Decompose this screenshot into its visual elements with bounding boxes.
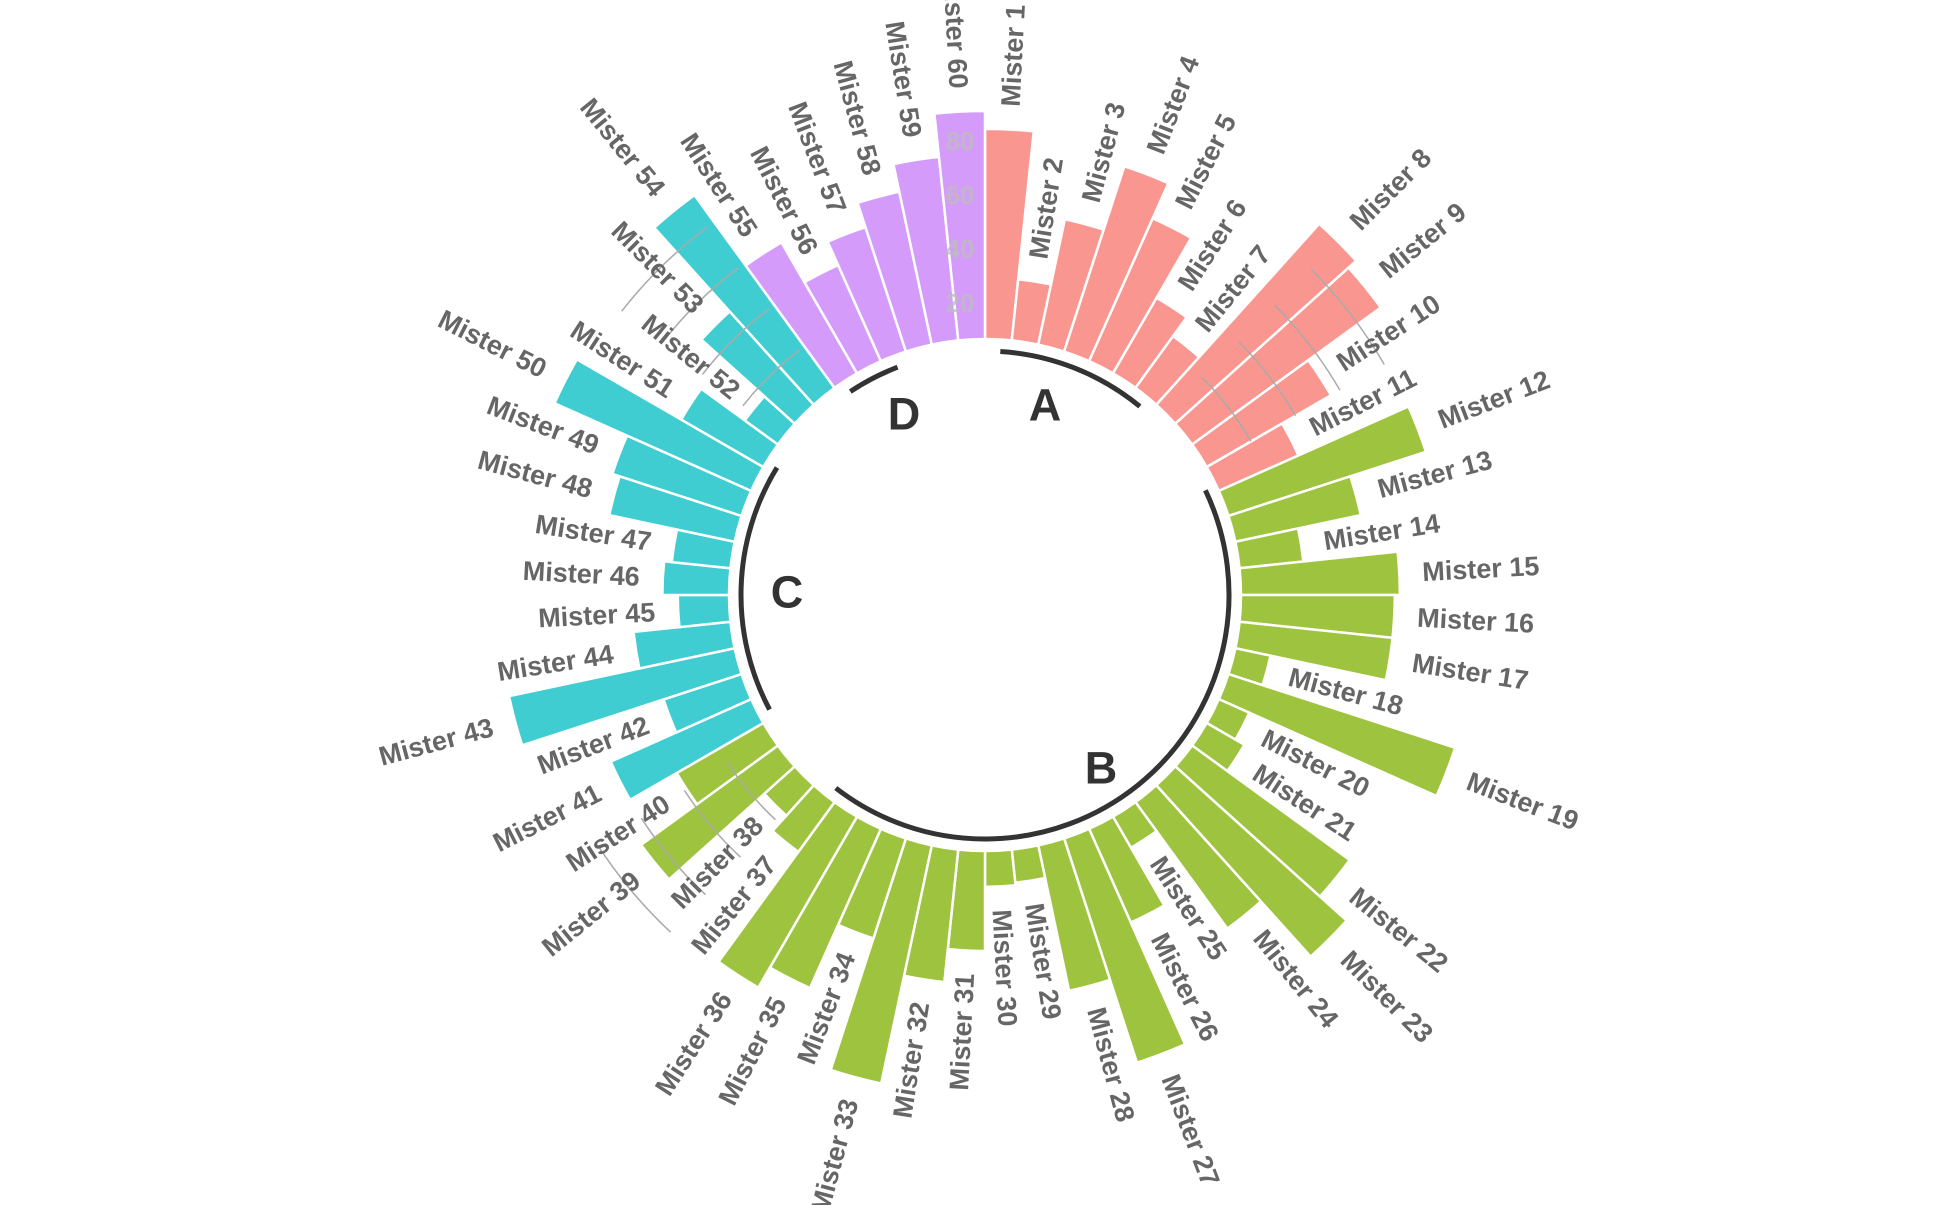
y-tick-label: 20 — [946, 288, 975, 318]
bar-mister-45 — [676, 593, 732, 629]
bar-mister-41 — [609, 697, 766, 802]
bar-label: Mister 58 — [828, 58, 887, 179]
grid-segment — [597, 845, 672, 933]
y-tick-labels: 20 40 60 80 — [946, 126, 975, 318]
bar-label: Mister 30 — [987, 909, 1023, 1027]
grid-segment — [640, 817, 707, 896]
bar-mister-28 — [1036, 836, 1112, 993]
grid-segments — [597, 226, 1385, 933]
bar-mister-51 — [679, 387, 780, 469]
y-tick-label: 80 — [946, 126, 975, 156]
bar-mister-29 — [1010, 843, 1047, 885]
bar-mister-30 — [983, 848, 1017, 889]
bar-label: Mister 43 — [376, 712, 497, 771]
grid-segment — [1274, 304, 1341, 391]
bar-mister-46 — [661, 559, 732, 597]
group-baseline-b — [834, 489, 1232, 842]
y-tick-label: 60 — [946, 180, 975, 210]
group-baseline-a — [1000, 348, 1142, 409]
bar-label: Mister 15 — [1422, 551, 1540, 587]
group-label-b: B — [1085, 743, 1118, 794]
bar-mister-10 — [1190, 358, 1333, 469]
bar-label: Mister 16 — [1416, 603, 1534, 639]
bar-label: Mister 54 — [574, 93, 671, 203]
bar-label: Mister 12 — [1434, 365, 1554, 435]
bar-label: Mister 59 — [879, 19, 927, 139]
bar-mister-39 — [639, 743, 797, 882]
bar-mister-5 — [1087, 216, 1193, 376]
grid-segment — [621, 226, 709, 312]
bar-label: Mister 1 — [996, 4, 1031, 107]
grid-segment — [661, 267, 739, 344]
bar-mister-4 — [1062, 164, 1170, 363]
bar-label: Mister 39 — [536, 865, 646, 962]
bar-label: Mister 45 — [537, 597, 655, 633]
bar-mister-24 — [1133, 783, 1263, 931]
bar-mister-43 — [507, 646, 744, 747]
bar-mister-9 — [1173, 265, 1383, 447]
group-baseline-d — [848, 364, 899, 394]
bar-mister-27 — [1062, 827, 1187, 1065]
bar-label: Mister 46 — [522, 556, 640, 592]
bar-mister-60 — [933, 109, 987, 342]
grid-segment — [1201, 377, 1252, 442]
bar-mister-55 — [743, 240, 859, 390]
bars — [507, 109, 1457, 1086]
bar-mister-15 — [1238, 550, 1402, 597]
bar-mister-13 — [1226, 474, 1363, 544]
bar-mister-12 — [1217, 404, 1428, 518]
bar-mister-36 — [716, 800, 859, 990]
bar-mister-33 — [829, 836, 934, 1086]
bar-mister-23 — [1154, 764, 1349, 959]
group-label-c: C — [771, 567, 804, 618]
grid-segment — [1237, 340, 1297, 417]
bar-label: Mister 50 — [433, 304, 551, 384]
group-label-d: D — [888, 389, 921, 440]
grid-segment — [726, 761, 776, 821]
bar-label: Mister 31 — [944, 973, 980, 1091]
y-tick-label: 40 — [946, 234, 975, 264]
bar-mister-44 — [632, 620, 737, 670]
bar-label: Mister 17 — [1410, 648, 1530, 696]
bar-mister-50 — [552, 357, 766, 493]
group-label-a: A — [1029, 380, 1062, 431]
bar-mister-17 — [1233, 620, 1394, 682]
bar-label: Mister 60 — [937, 0, 973, 89]
bar-mister-8 — [1154, 222, 1358, 426]
group-baselines: A B C D — [738, 348, 1232, 842]
group-baseline-c — [738, 466, 780, 711]
bar-label: Mister 27 — [1155, 1070, 1225, 1190]
grid-segment — [701, 308, 770, 375]
bar-mister-6 — [1111, 296, 1189, 390]
bar-mister-19 — [1217, 672, 1457, 798]
grid-segment — [683, 789, 742, 858]
grid-segment — [742, 349, 801, 407]
bar-label: Mister 19 — [1463, 766, 1583, 836]
bar-label: Mister 33 — [805, 1096, 864, 1205]
bar-label: Mister 4 — [1141, 52, 1206, 158]
bar-mister-1 — [983, 127, 1036, 342]
bar-mister-37 — [770, 783, 837, 854]
grid-segment — [1310, 268, 1385, 365]
bar-mister-54 — [652, 193, 837, 407]
